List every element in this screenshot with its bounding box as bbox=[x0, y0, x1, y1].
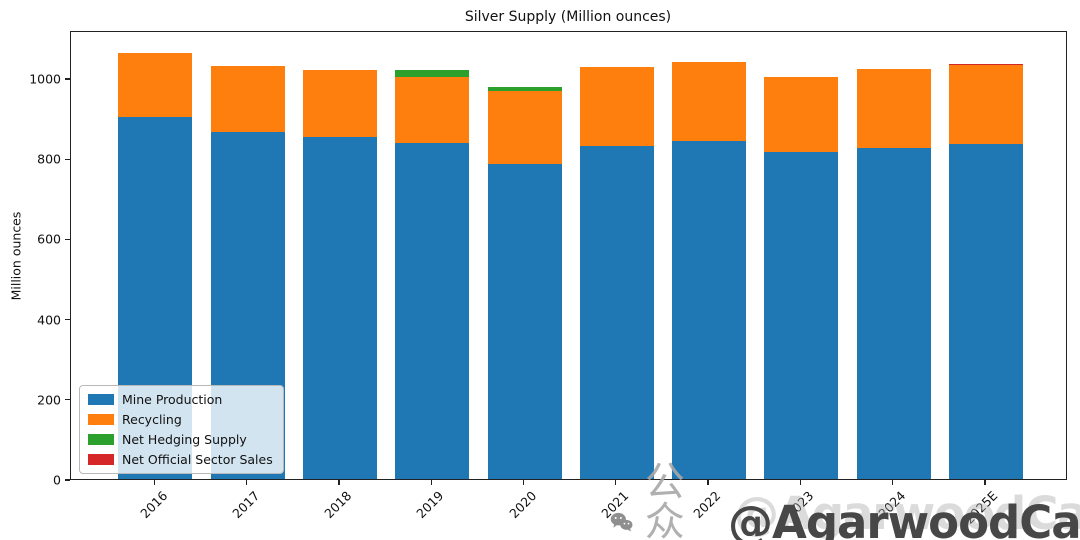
bar-segment-2020 bbox=[487, 91, 562, 164]
y-axis-label: Million ounces bbox=[8, 211, 24, 301]
bar-segment-2025E bbox=[949, 64, 1023, 66]
chart-title: Silver Supply (Million ounces) bbox=[464, 9, 672, 25]
y-tick-label: 1000 bbox=[29, 71, 61, 87]
x-tick-mark bbox=[522, 480, 525, 485]
legend-item: Net Official Sector Sales bbox=[88, 452, 273, 467]
x-tick-label: 2017 bbox=[229, 488, 263, 522]
bar-segment-2022 bbox=[672, 141, 747, 479]
legend-swatch bbox=[88, 454, 114, 465]
x-tick-label: 2018 bbox=[321, 488, 355, 522]
x-tick-mark bbox=[892, 480, 894, 485]
plot-area: Mine Production Recycling Net Hedging Supp… bbox=[70, 31, 1067, 480]
bar-segment-2020 bbox=[487, 86, 562, 92]
bar-segment-2016 bbox=[118, 53, 193, 118]
bar-segment-2019 bbox=[395, 69, 470, 77]
bar-segment-2024 bbox=[856, 68, 931, 149]
x-tick-label: 2023 bbox=[782, 488, 817, 522]
bar-segment-2019 bbox=[395, 76, 470, 143]
y-tick-label: 0 bbox=[53, 472, 61, 488]
x-tick-label: 2016 bbox=[136, 488, 170, 522]
bar-segment-2018 bbox=[302, 137, 377, 479]
bar-segment-2018 bbox=[302, 70, 377, 138]
x-tick-mark bbox=[245, 480, 248, 485]
y-tick-label: 200 bbox=[37, 392, 61, 408]
bar-segment-2025E bbox=[949, 65, 1023, 145]
y-tick-label: 600 bbox=[37, 231, 61, 247]
legend-label: Net Hedging Supply bbox=[122, 432, 247, 447]
bar-segment-2017 bbox=[210, 66, 285, 132]
legend: Mine Production Recycling Net Hedging Supp… bbox=[79, 385, 284, 474]
y-tick-mark bbox=[65, 158, 70, 160]
legend-item: Mine Production bbox=[88, 392, 273, 407]
bar-segment-2019 bbox=[395, 142, 470, 479]
x-tick-label: 2021 bbox=[598, 488, 632, 522]
bar-segment-2025E bbox=[949, 144, 1023, 479]
x-tick-label: 2020 bbox=[506, 488, 540, 522]
legend-label: Net Official Sector Sales bbox=[122, 452, 273, 467]
y-tick-mark bbox=[65, 318, 70, 321]
bar-segment-2021 bbox=[579, 145, 654, 479]
y-tick-label: 800 bbox=[37, 151, 61, 167]
y-tick-mark bbox=[65, 399, 70, 401]
y-tick-label: 400 bbox=[37, 312, 61, 328]
legend-swatch bbox=[88, 434, 114, 445]
x-tick-label: 2019 bbox=[413, 488, 447, 522]
legend-label: Recycling bbox=[122, 412, 182, 427]
legend-swatch bbox=[88, 394, 114, 405]
x-tick-mark bbox=[430, 480, 432, 485]
bar-segment-2024 bbox=[856, 148, 931, 479]
x-tick-mark bbox=[799, 480, 802, 485]
watermark-handle: @AgarwoodCapital bbox=[728, 495, 1080, 540]
y-tick-mark bbox=[65, 78, 70, 80]
y-tick-mark bbox=[65, 479, 70, 481]
x-tick-mark bbox=[984, 480, 986, 485]
bar-segment-2023 bbox=[764, 152, 839, 479]
x-tick-label: 2022 bbox=[690, 488, 724, 522]
bar-segment-2023 bbox=[764, 76, 839, 153]
bar-segment-2022 bbox=[672, 62, 747, 142]
x-tick-mark bbox=[707, 480, 709, 485]
x-tick-mark bbox=[615, 480, 617, 485]
y-tick-mark bbox=[65, 238, 70, 241]
bar-segment-2021 bbox=[579, 67, 654, 146]
x-tick-label: 2024 bbox=[875, 488, 909, 522]
x-tick-mark bbox=[338, 480, 340, 485]
legend-item: Recycling bbox=[88, 412, 273, 427]
legend-label: Mine Production bbox=[122, 392, 223, 407]
x-tick-label: 2025E bbox=[961, 488, 1001, 527]
legend-item: Net Hedging Supply bbox=[88, 432, 273, 447]
legend-swatch bbox=[88, 414, 114, 425]
x-tick-mark bbox=[153, 480, 155, 485]
bar-segment-2020 bbox=[487, 163, 562, 479]
